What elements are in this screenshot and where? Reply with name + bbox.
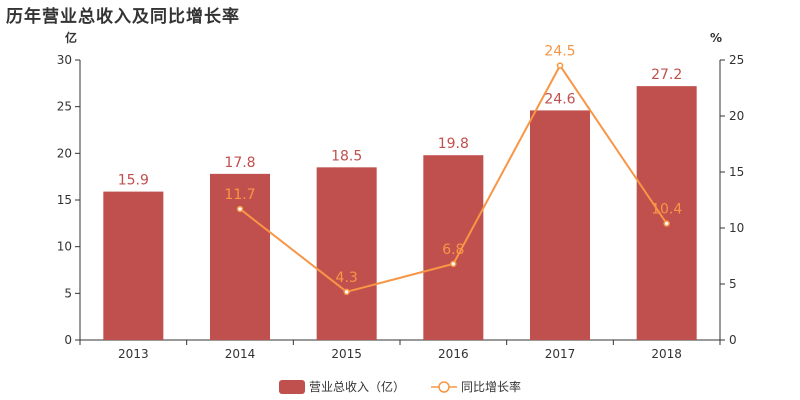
growth-data-label: 10.4 [651,202,682,218]
growth-data-label: 11.7 [224,187,255,203]
bar-data-label: 19.8 [438,136,469,152]
y-right-tick-label: 15 [729,165,744,179]
legend: 营业总收入（亿） 同比增长率 [0,378,800,395]
bar [423,155,484,340]
bar [636,86,697,340]
y-right-tick-label: 0 [729,333,737,347]
bar [210,173,270,340]
y-right-tick-label: 20 [729,109,744,123]
y-left-tick-label: 30 [57,53,72,67]
y-right-tick-label: 10 [729,221,744,235]
bar-data-label: 15.9 [118,173,149,189]
legend-item-revenue[interactable]: 营业总收入（亿） [278,378,405,395]
bars-layer [103,86,697,341]
y-left-unit: 亿 [65,30,77,45]
chart-title: 历年营业总收入及同比增长率 [6,7,240,27]
legend-label-revenue: 营业总收入（亿） [308,380,405,394]
y-right-unit: % [710,31,722,45]
legend-line-swatch [431,380,457,393]
x-tick-label: 2015 [331,347,362,361]
x-tick-label: 2017 [545,347,576,361]
line-layer [236,62,670,296]
growth-data-label: 6.8 [442,242,464,258]
legend-item-growth[interactable]: 同比增长率 [431,378,521,395]
y-right-tick-label: 25 [729,53,744,67]
bar-data-label: 27.2 [651,67,682,83]
x-tick-label: 2018 [651,347,682,361]
bar [316,167,377,340]
x-tick-label: 2013 [118,347,149,361]
y-left-tick-label: 10 [57,240,72,254]
growth-point [556,62,564,69]
bar [530,110,590,341]
legend-label-growth: 同比增长率 [461,380,522,394]
legend-bar-swatch [278,379,305,394]
axes-layer: 0 5 10 15 20 25 30 0 5 10 15 20 25 亿 % 2013 2014 2015 2016… [57,30,745,361]
y-left-tick-label: 5 [64,286,72,300]
y-left-tick-label: 25 [57,100,72,114]
growth-point [450,260,457,268]
y-left-tick-label: 0 [64,333,72,347]
x-tick-label: 2014 [225,347,256,361]
y-left-tick-label: 15 [57,193,72,207]
labels-layer: 15.9 17.8 18.5 19.8 24.6 27.2 11.7 4.3 6.8 24.5 10… [118,44,683,286]
bar-data-label: 18.5 [331,148,362,164]
bar [103,191,164,340]
growth-point [236,205,244,213]
growth-point [343,288,350,296]
y-left-tick-label: 20 [57,146,72,160]
growth-point [663,220,670,227]
bar-data-label: 24.6 [544,91,575,107]
growth-data-label: 4.3 [336,270,358,286]
bar-data-label: 17.8 [224,155,255,171]
growth-data-label: 24.5 [544,44,575,60]
y-right-tick-label: 5 [729,277,737,291]
x-tick-label: 2016 [438,347,469,361]
